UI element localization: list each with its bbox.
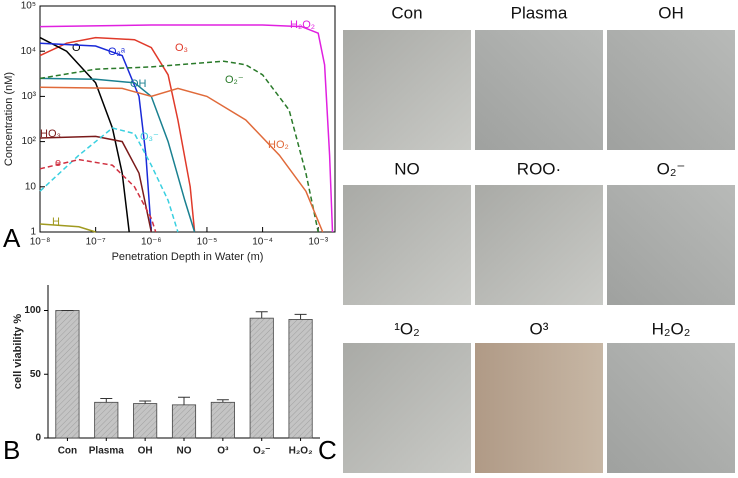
x-axis-label: Penetration Depth in Water (m) — [112, 251, 264, 263]
y-axis-label: cell viability % — [12, 314, 24, 389]
x-tick-label: OH — [138, 446, 153, 457]
x-tick-label: O₂⁻ — [253, 446, 271, 457]
series-line — [39, 60, 319, 233]
micrograph — [607, 185, 735, 305]
error-bar — [216, 399, 229, 403]
panel-label: B — [3, 435, 20, 465]
panel-label: A — [3, 223, 21, 253]
x-tick-label: H₂O₂ — [289, 446, 313, 457]
series-label: HO₂ — [268, 139, 289, 151]
x-tick-label: 10⁻³ — [308, 237, 328, 248]
bar — [210, 401, 235, 439]
image-label: OH — [658, 3, 684, 22]
series-label: O₃ — [175, 42, 188, 54]
image-label: O₂⁻ — [657, 159, 686, 178]
image-label: NO — [394, 159, 420, 178]
series-line — [39, 42, 153, 233]
bar — [288, 319, 313, 439]
bar — [133, 403, 158, 439]
x-tick-label: 10⁻⁸ — [30, 237, 51, 248]
error-bar — [255, 311, 268, 319]
series-line — [39, 158, 157, 233]
micrograph — [343, 185, 471, 305]
x-tick-label: Plasma — [89, 446, 124, 457]
y-tick-label: 100 — [24, 305, 41, 316]
series-line — [39, 127, 179, 233]
y-tick-label: 10² — [22, 136, 37, 147]
series-line — [39, 86, 324, 233]
y-tick-label: 1 — [30, 227, 36, 238]
series-label: OH — [130, 78, 147, 90]
y-tick-label: 10 — [25, 181, 37, 192]
x-tick-label: 10⁻⁷ — [86, 237, 106, 248]
x-tick-label: NO — [177, 446, 192, 457]
y-tick-label: 50 — [30, 369, 42, 380]
micrograph — [475, 30, 603, 150]
micrograph — [607, 343, 735, 473]
bar — [94, 401, 119, 439]
series-line — [39, 24, 334, 233]
y-tick-label: 10³ — [22, 91, 37, 102]
y-tick-label: 10⁵ — [21, 1, 36, 12]
x-tick-label: Con — [58, 446, 77, 457]
image-label: O³ — [530, 319, 549, 338]
series-label: O — [72, 42, 81, 54]
series-label: H — [52, 216, 60, 228]
y-tick-label: 10⁴ — [21, 46, 36, 57]
series-label: e — [55, 157, 61, 169]
x-tick-label: 10⁻⁵ — [197, 237, 218, 248]
error-bar — [100, 397, 113, 403]
series-line — [39, 135, 153, 233]
error-bar — [294, 313, 307, 320]
series-label: O₂ᵃ — [108, 46, 126, 58]
series-line — [39, 36, 196, 233]
image-label: ROO· — [517, 159, 561, 178]
series-label: HO₃ — [40, 128, 61, 140]
bar — [55, 310, 80, 439]
image-label: Con — [391, 3, 422, 22]
y-tick-label: 0 — [35, 433, 41, 444]
x-tick-label: O³ — [217, 446, 229, 457]
plot-frame — [39, 5, 336, 233]
error-bar — [139, 400, 152, 404]
micrograph — [607, 30, 735, 150]
y-axis-label: Concentration (nM) — [3, 72, 15, 166]
bar — [249, 317, 274, 439]
series-label: O₂⁻ — [225, 74, 244, 86]
micrograph — [343, 343, 471, 473]
series-label: H₂O₂ — [290, 19, 315, 31]
series-line — [39, 223, 96, 233]
series-line — [39, 36, 130, 233]
micrograph — [343, 30, 471, 150]
panel-label: C — [318, 435, 337, 465]
x-tick-label: 10⁻⁶ — [141, 237, 162, 248]
series-label: O₃⁻ — [140, 131, 159, 143]
error-bar — [178, 396, 190, 405]
image-label: H₂O₂ — [652, 319, 691, 338]
x-tick-label: 10⁻⁴ — [252, 237, 273, 248]
micrograph — [475, 343, 603, 473]
image-label: ¹O₂ — [394, 319, 419, 338]
image-label: Plasma — [511, 3, 568, 22]
micrograph — [475, 185, 603, 305]
bar — [171, 404, 197, 439]
